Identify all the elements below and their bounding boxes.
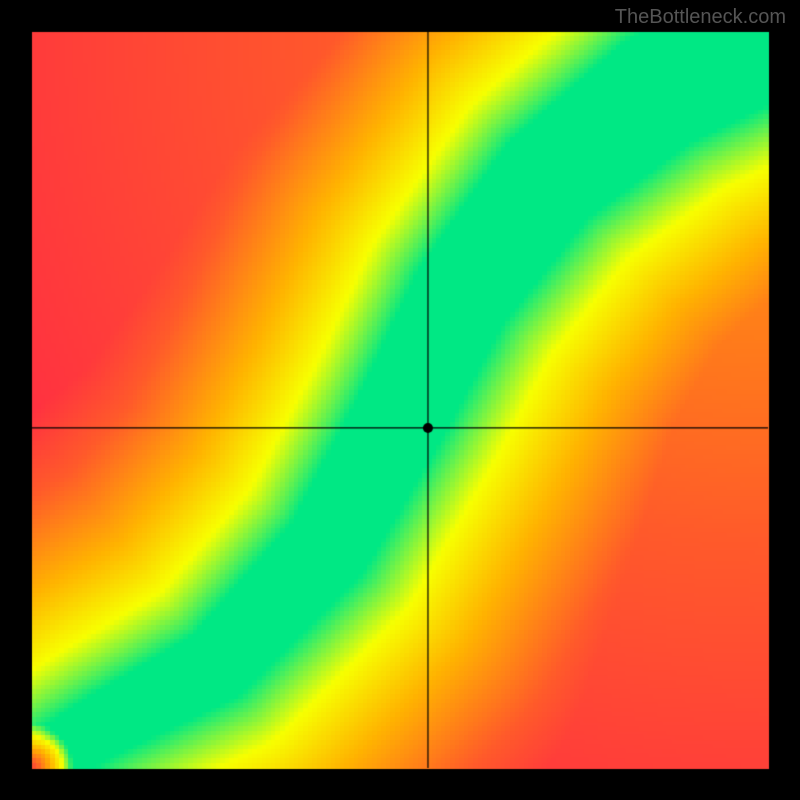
bottleneck-heatmap [0, 0, 800, 800]
chart-container: TheBottleneck.com [0, 0, 800, 800]
attribution-label: TheBottleneck.com [615, 6, 786, 29]
